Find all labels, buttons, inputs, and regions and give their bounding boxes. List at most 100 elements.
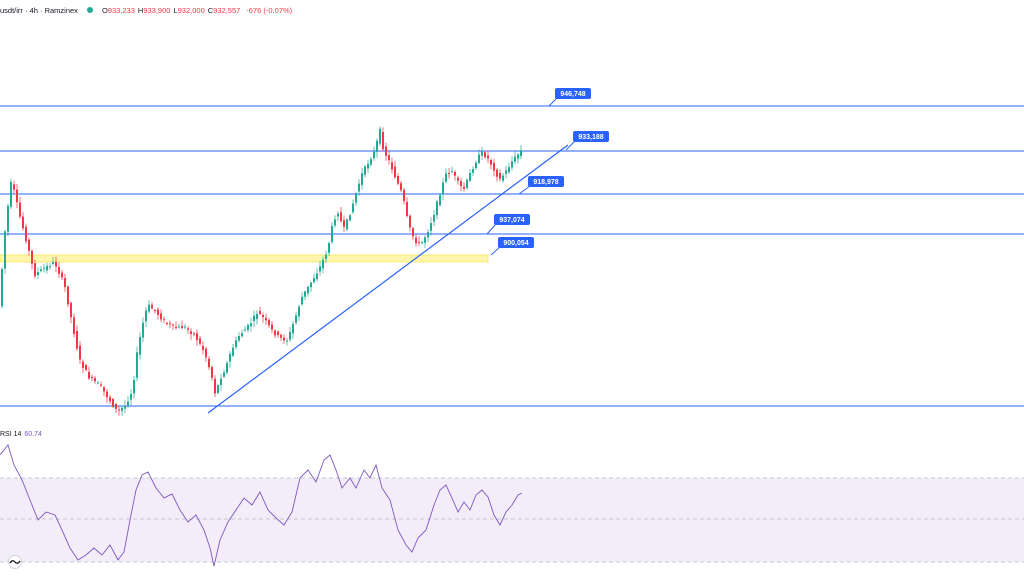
candle-body: [43, 268, 45, 270]
candle: [193, 331, 195, 337]
candle: [421, 240, 423, 245]
tradingview-logo-icon[interactable]: [6, 555, 24, 569]
candle: [316, 267, 318, 282]
candle: [409, 214, 411, 232]
price-label: 946,748: [548, 88, 591, 107]
candle: [220, 373, 222, 391]
candle-body: [220, 378, 222, 386]
candle-body: [403, 189, 405, 202]
candle-body: [217, 385, 219, 393]
candle-body: [478, 154, 480, 164]
candle-body: [292, 324, 294, 334]
candle-body: [505, 170, 507, 174]
candle-body: [76, 331, 78, 349]
candle-body: [517, 154, 519, 159]
candle: [424, 235, 426, 248]
candle: [490, 158, 492, 170]
chart-legend: usdt/irr · 4h · Ramzinex O933,233 H933,9…: [0, 5, 293, 15]
candle: [238, 332, 240, 343]
candle: [418, 236, 420, 246]
candle-body: [247, 324, 249, 330]
candle-body: [1, 268, 3, 307]
candle: [118, 405, 120, 416]
candle-body: [430, 223, 432, 231]
candle-body: [382, 132, 384, 150]
candle: [367, 159, 369, 174]
candle-body: [34, 263, 36, 277]
candle: [256, 309, 258, 325]
candle: [355, 191, 357, 206]
candle-body: [367, 163, 369, 169]
candle: [94, 375, 96, 384]
symbol-label[interactable]: usdt/irr · 4h · Ramzinex: [0, 5, 78, 15]
candle: [235, 336, 237, 350]
candle-body: [283, 337, 285, 341]
candle-body: [256, 313, 258, 320]
candle: [253, 310, 255, 328]
label-text: 900,054: [503, 240, 528, 247]
candle-body: [415, 237, 417, 244]
candle: [187, 326, 189, 334]
candle: [286, 337, 288, 346]
candle-body: [457, 177, 459, 181]
candle: [397, 173, 399, 186]
candle-body: [346, 219, 348, 230]
candle-body: [22, 216, 24, 229]
candle-body: [418, 241, 420, 243]
candle-body: [406, 201, 408, 216]
candle-body: [88, 371, 90, 379]
candle: [439, 192, 441, 207]
candle-body: [325, 254, 327, 259]
candle-body: [343, 220, 345, 227]
candle-body: [187, 328, 189, 330]
candle: [415, 234, 417, 247]
candle-body: [178, 326, 180, 328]
candle: [502, 173, 504, 183]
candle-body: [379, 128, 381, 144]
candle-body: [142, 322, 144, 338]
candle: [385, 142, 387, 161]
candle-body: [262, 315, 264, 317]
candle-body: [520, 150, 522, 157]
candle: [403, 187, 405, 205]
candle-body: [55, 262, 57, 267]
candle: [328, 241, 330, 256]
candle-body: [265, 317, 267, 321]
candle-body: [334, 219, 336, 226]
candle-body: [508, 167, 510, 173]
candle: [154, 308, 156, 314]
candle-body: [352, 203, 354, 213]
candle: [130, 389, 132, 406]
candle-body: [160, 313, 162, 320]
candle-body: [202, 346, 204, 350]
candle-body: [499, 173, 501, 179]
candle: [499, 169, 501, 182]
candle-body: [400, 183, 402, 191]
candle: [82, 359, 84, 373]
candle-body: [52, 261, 54, 264]
candle-body: [232, 347, 234, 356]
candle: [511, 156, 513, 171]
candle: [121, 406, 123, 417]
candle: [280, 333, 282, 341]
ascending-trendline: [207, 144, 569, 414]
candle-body: [286, 340, 288, 342]
high-value: 933,900: [143, 5, 171, 15]
candle: [436, 199, 438, 220]
candle-body: [85, 364, 87, 370]
candle-body: [268, 319, 270, 326]
candle-body: [385, 146, 387, 156]
candle-body: [433, 214, 435, 222]
candle-body: [439, 195, 441, 206]
rsi-legend[interactable]: RSI 14 60.74: [0, 431, 42, 438]
candle: [322, 256, 324, 274]
candle: [64, 273, 66, 292]
candle-body: [61, 272, 63, 278]
candle: [46, 262, 48, 274]
candle: [289, 326, 291, 343]
candle-body: [190, 331, 192, 334]
candle: [301, 292, 303, 306]
candle: [124, 399, 126, 414]
candle-body: [136, 352, 138, 378]
